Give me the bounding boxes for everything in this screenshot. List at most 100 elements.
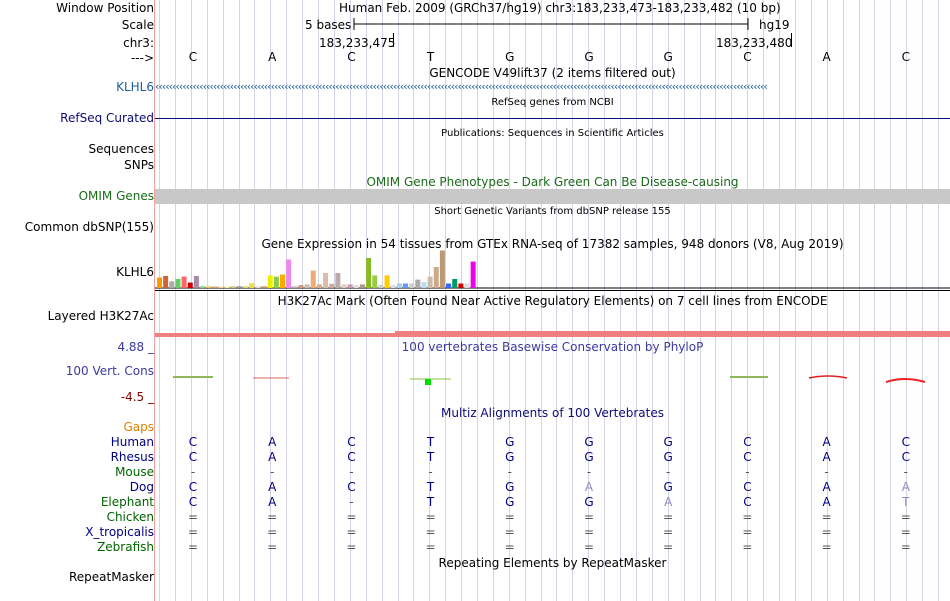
gtex-tissue-bar[interactable] [341, 284, 347, 288]
alignment-base: A [584, 480, 594, 494]
gtex-tissue-bar[interactable] [329, 283, 335, 288]
gtex-tissue-bar[interactable] [212, 286, 218, 289]
gtex-tissue-bar[interactable] [470, 261, 476, 288]
gtex-tissue-bar[interactable] [310, 270, 316, 288]
alignment-base: - [903, 465, 908, 479]
alignment-base: = [425, 510, 436, 524]
gtex-tissue-bar[interactable] [421, 282, 427, 288]
gtex-tissue-bar[interactable] [458, 283, 464, 289]
gtex-tissue-bar[interactable] [304, 284, 310, 288]
gridline [318, 0, 319, 601]
omim-feature[interactable] [155, 189, 950, 204]
gtex-tissue-bar[interactable] [446, 283, 452, 289]
gtex-tissue-bar[interactable] [273, 276, 279, 288]
gtex-tissue-bar[interactable] [316, 284, 322, 288]
alignment-base: A [822, 450, 831, 464]
alignment-base: = [821, 540, 832, 554]
omim-label[interactable]: OMIM Genes [78, 189, 154, 203]
gtex-tissue-bar[interactable] [409, 283, 415, 289]
gtex-tissue-bar[interactable] [378, 285, 384, 288]
gtex-tissue-bar[interactable] [236, 286, 242, 288]
reference-base: C [347, 50, 356, 64]
gtex-tissue-bar[interactable] [230, 286, 236, 288]
alignment-base: = [900, 525, 911, 539]
h3k27-signal-left [155, 333, 395, 337]
gtex-tissue-bar[interactable] [200, 286, 206, 288]
gridline [874, 0, 875, 601]
gtex-tissue-bar[interactable] [206, 286, 212, 288]
gtex-tissue-bar[interactable] [427, 276, 433, 288]
gtex-tissue-bar[interactable] [415, 279, 421, 288]
gtex-tissue-bar[interactable] [261, 286, 267, 288]
refseq-label[interactable]: RefSeq Curated [60, 111, 154, 125]
gtex-tissue-bar[interactable] [224, 286, 230, 289]
gtex-tissue-bar[interactable] [384, 275, 390, 288]
gtex-tissue-bar[interactable] [193, 276, 199, 288]
gtex-tissue-bar[interactable] [335, 273, 341, 288]
gtex-tissue-bar[interactable] [175, 279, 181, 288]
alignment-base: C [347, 435, 356, 449]
alignment-base: = [663, 540, 674, 554]
gtex-bar-chart[interactable] [155, 250, 950, 290]
species-label: Zebrafish [97, 540, 154, 554]
gridline [493, 0, 494, 601]
scale-text: 5 bases [305, 18, 352, 32]
refseq-feature[interactable] [155, 118, 950, 119]
sequences-label[interactable]: Sequences [88, 142, 154, 156]
phylop-plot[interactable] [155, 368, 950, 390]
gtex-tissue-bar[interactable] [359, 284, 365, 288]
repeatmasker-label[interactable]: RepeatMasker [68, 570, 154, 584]
gtex-label[interactable]: KLHL6 [116, 265, 154, 279]
alignment-base: = [583, 540, 595, 554]
gtex-tissue-bar[interactable] [169, 281, 175, 288]
alignment-base: = [187, 525, 199, 539]
gtex-tissue-bar[interactable] [286, 259, 292, 289]
gtex-tissue-bar[interactable] [439, 250, 445, 289]
gencode-title: GENCODE V49lift37 (2 items filtered out) [429, 66, 676, 80]
gtex-tissue-bar[interactable] [267, 275, 273, 288]
gtex-tissue-bar[interactable] [323, 273, 329, 288]
coord-left: 183,233,475 [319, 36, 396, 50]
gtex-tissue-bar[interactable] [249, 283, 255, 288]
alignment-base: = [900, 510, 911, 524]
alignment-base: - [745, 465, 750, 479]
gtex-tissue-bar[interactable] [396, 283, 402, 289]
gtex-tissue-bar[interactable] [403, 283, 408, 289]
gtex-tissue-bar[interactable] [163, 276, 169, 288]
klhl6-gene-label[interactable]: KLHL6 [116, 80, 154, 94]
gtex-tissue-bar[interactable] [218, 286, 224, 289]
gtex-tissue-bar[interactable] [243, 286, 249, 288]
gtex-tissue-bar[interactable] [390, 285, 396, 288]
gtex-tissue-bar[interactable] [292, 286, 298, 288]
alignment-base: = [425, 540, 436, 554]
gtex-tissue-bar[interactable] [181, 276, 187, 288]
gtex-tissue-bar[interactable] [298, 285, 304, 288]
gtex-tissue-bar[interactable] [157, 277, 162, 289]
gtex-tissue-bar[interactable] [366, 258, 372, 288]
gtex-tissue-bar[interactable] [255, 286, 261, 288]
gtex-tissue-bar[interactable] [187, 282, 193, 288]
gridline [922, 0, 923, 601]
gtex-tissue-bar[interactable] [280, 274, 285, 289]
alignment-base: A [822, 495, 831, 509]
gtex-tissue-bar[interactable] [464, 283, 470, 289]
snps-label[interactable]: SNPs [124, 158, 154, 172]
alignment-base: - [586, 465, 592, 479]
gtex-separator [155, 290, 950, 291]
gtex-tissue-bar[interactable] [433, 267, 439, 288]
gridline [604, 0, 605, 601]
h3k27-title: H3K27Ac Mark (Often Found Near Active Re… [277, 294, 828, 308]
alignment-base: T [426, 450, 435, 464]
gtex-tissue-bar[interactable] [353, 285, 359, 288]
gtex-tissue-bar[interactable] [347, 284, 353, 288]
alignment-base: = [267, 540, 278, 554]
phylop-title: 100 vertebrates Basewise Conservation by… [401, 340, 704, 354]
h3k27-label[interactable]: Layered H3K27Ac [47, 309, 154, 323]
klhl6-gene-feature[interactable]: ‹‹‹‹‹‹‹‹‹‹‹‹‹‹‹‹‹‹‹‹‹‹‹‹‹‹‹‹‹‹‹‹‹‹‹‹‹‹‹‹… [155, 81, 768, 93]
dbsnp-label[interactable]: Common dbSNP(155) [24, 220, 154, 234]
track-area[interactable]: Human Feb. 2009 (GRCh37/hg19) chr3:183,2… [155, 0, 950, 601]
alignment-base: A [268, 495, 277, 509]
gtex-tissue-bar[interactable] [452, 279, 458, 288]
phylop-label[interactable]: 100 Vert. Cons [65, 364, 154, 378]
gtex-tissue-bar[interactable] [372, 275, 378, 288]
